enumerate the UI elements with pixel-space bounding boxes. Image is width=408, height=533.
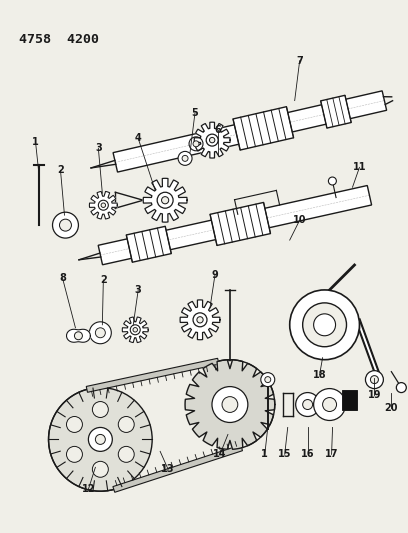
Polygon shape: [113, 445, 242, 492]
Polygon shape: [359, 320, 379, 385]
Circle shape: [193, 313, 207, 327]
Circle shape: [118, 416, 134, 432]
Circle shape: [323, 398, 337, 411]
Circle shape: [67, 416, 82, 432]
Text: 8: 8: [59, 273, 66, 283]
Circle shape: [95, 434, 105, 445]
Text: 11: 11: [353, 163, 366, 172]
Text: 3: 3: [135, 285, 142, 295]
Polygon shape: [180, 300, 220, 340]
Circle shape: [98, 200, 109, 210]
Circle shape: [74, 332, 82, 340]
Circle shape: [130, 325, 140, 335]
Polygon shape: [143, 179, 187, 222]
Text: 4: 4: [135, 133, 142, 143]
Text: 17: 17: [325, 449, 338, 459]
Polygon shape: [126, 227, 171, 262]
Circle shape: [328, 177, 336, 185]
Text: 13: 13: [162, 464, 175, 474]
Polygon shape: [210, 203, 271, 246]
Polygon shape: [233, 107, 294, 150]
Circle shape: [290, 290, 359, 360]
Text: 18: 18: [313, 369, 326, 379]
Circle shape: [89, 322, 111, 344]
Circle shape: [303, 400, 313, 409]
Text: 15: 15: [278, 449, 291, 459]
Circle shape: [92, 401, 109, 417]
Circle shape: [396, 383, 406, 393]
Text: 3: 3: [95, 143, 102, 154]
Circle shape: [157, 192, 173, 208]
Circle shape: [370, 376, 378, 384]
Circle shape: [212, 386, 248, 423]
Circle shape: [209, 138, 215, 143]
Circle shape: [296, 393, 319, 416]
Circle shape: [206, 134, 218, 146]
Text: 16: 16: [301, 449, 315, 459]
Circle shape: [133, 328, 137, 332]
Text: 1: 1: [32, 138, 39, 148]
Polygon shape: [341, 390, 357, 409]
Text: 7: 7: [296, 56, 303, 66]
Text: 4758  4200: 4758 4200: [19, 33, 99, 46]
Text: 10: 10: [293, 215, 306, 225]
Circle shape: [314, 314, 335, 336]
Circle shape: [189, 137, 203, 151]
Text: 19: 19: [368, 390, 381, 400]
Circle shape: [95, 328, 105, 338]
Text: 14: 14: [213, 449, 227, 459]
Text: 2: 2: [100, 275, 107, 285]
Text: 20: 20: [385, 402, 398, 413]
Circle shape: [162, 197, 169, 204]
Text: 1: 1: [262, 449, 268, 459]
Circle shape: [53, 212, 78, 238]
Circle shape: [92, 462, 109, 477]
Circle shape: [261, 373, 275, 386]
Polygon shape: [67, 329, 91, 342]
Polygon shape: [194, 122, 230, 158]
Polygon shape: [321, 95, 351, 128]
Polygon shape: [122, 317, 148, 343]
Circle shape: [182, 156, 188, 161]
Polygon shape: [86, 358, 219, 392]
Polygon shape: [98, 185, 372, 265]
Circle shape: [178, 151, 192, 165]
Circle shape: [101, 203, 106, 207]
Text: 5: 5: [192, 108, 198, 117]
Text: 12: 12: [82, 484, 95, 494]
Circle shape: [303, 303, 346, 347]
Circle shape: [314, 389, 346, 421]
Polygon shape: [89, 191, 117, 219]
Circle shape: [265, 377, 271, 383]
Circle shape: [222, 397, 238, 413]
Circle shape: [49, 387, 152, 491]
Text: 6: 6: [215, 125, 221, 135]
Polygon shape: [185, 360, 275, 449]
Circle shape: [193, 141, 199, 147]
Circle shape: [118, 446, 134, 462]
Circle shape: [366, 370, 384, 389]
Circle shape: [60, 219, 71, 231]
Circle shape: [67, 446, 82, 462]
Text: 9: 9: [212, 270, 218, 280]
Text: 2: 2: [57, 165, 64, 175]
Circle shape: [197, 317, 203, 323]
Polygon shape: [113, 91, 387, 172]
Circle shape: [89, 427, 112, 451]
